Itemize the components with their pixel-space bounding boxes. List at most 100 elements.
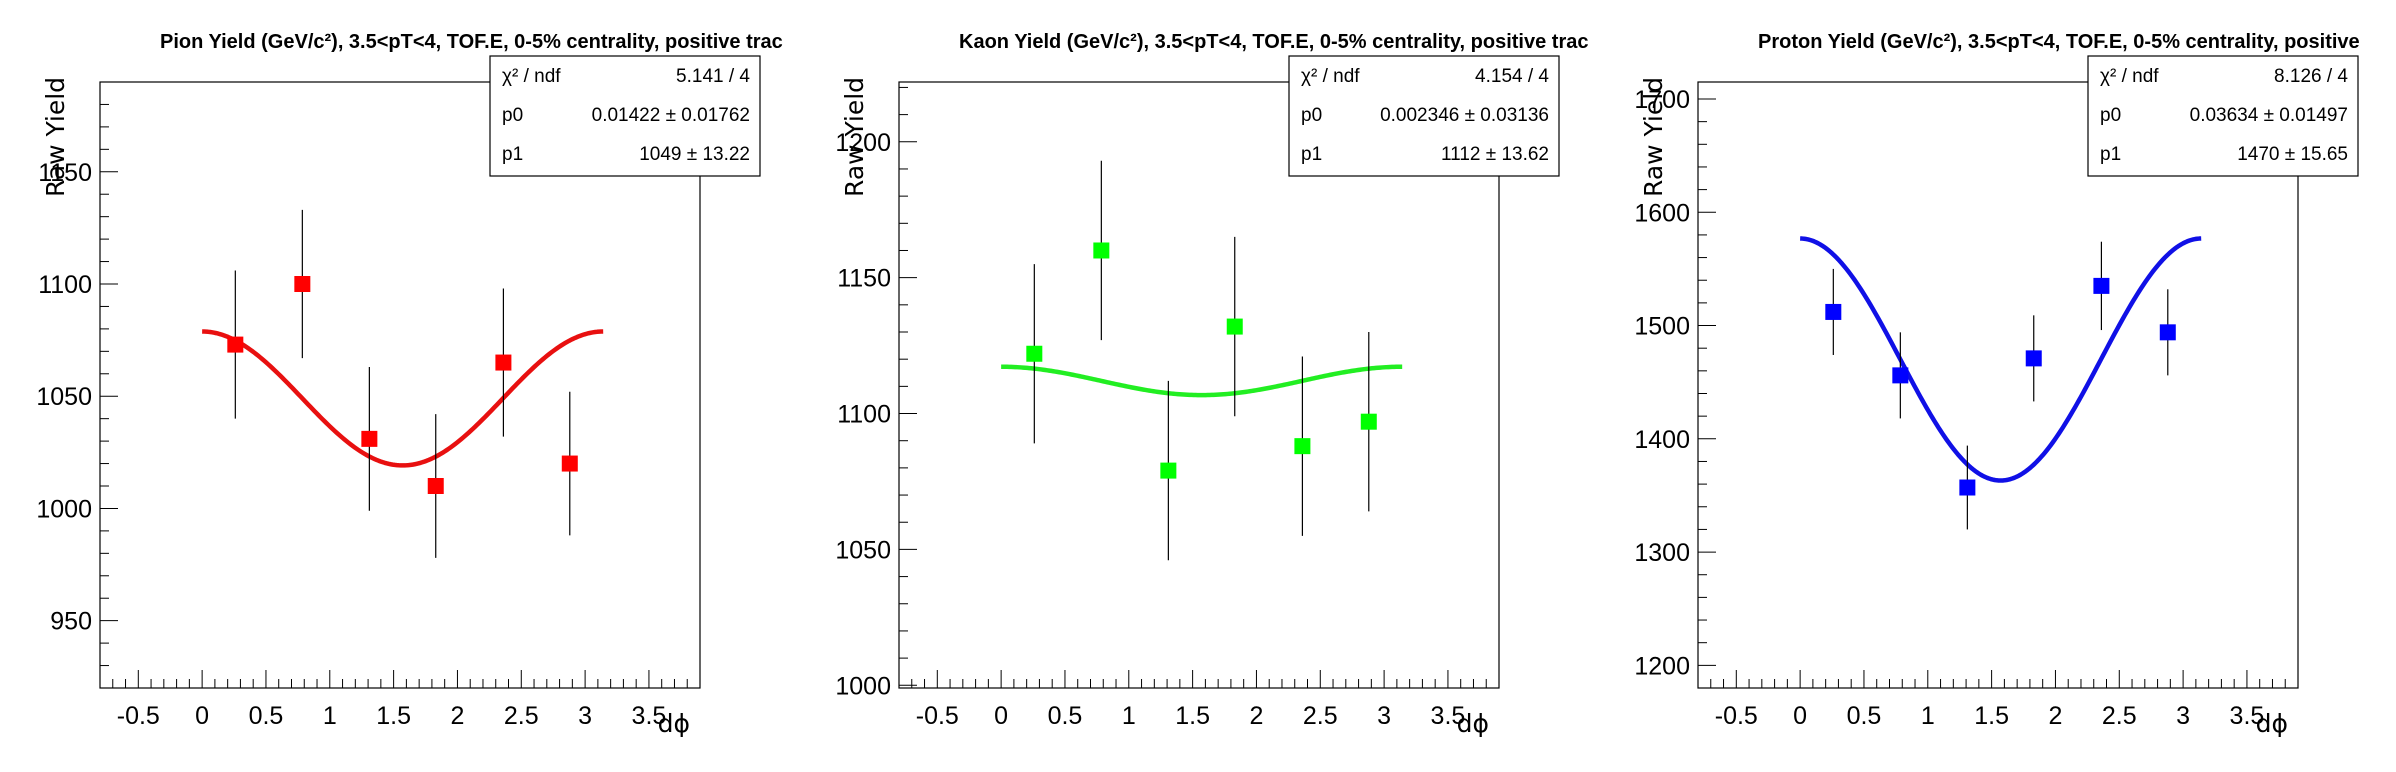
pion-y-tick-label: 950 [50, 608, 92, 636]
kaon-chart-title: Kaon Yield (GeV/c²), 3.5<pT<4, TOF.E, 0-… [959, 31, 1588, 53]
pion-data-point [294, 276, 311, 292]
proton-stats-label: p0 [2100, 105, 2121, 126]
kaon-yield-chart: Kaon Yield (GeV/c²), 3.5<pT<4, TOF.E, 0-… [835, 31, 1588, 738]
pion-x-tick-label: 2 [450, 702, 464, 730]
kaon-data-point [1294, 438, 1311, 455]
proton-stats-value: 1470 ± 15.65 [2237, 144, 2348, 165]
pion-stats-box [489, 55, 761, 177]
proton-y-axis-title: Raw Yield [1639, 77, 1668, 197]
proton-data-point [1959, 479, 1976, 496]
proton-x-tick-label: 0 [1793, 702, 1807, 730]
proton-x-tick-label: 1.5 [1974, 702, 2009, 730]
proton-x-tick-label: 3.5 [2230, 702, 2265, 730]
kaon-x-tick-label: 1 [1122, 702, 1136, 730]
pion-fit-curve [201, 329, 604, 468]
proton-yield-panel: Proton Yield (GeV/c²), 3.5<pT<4, TOF.E, … [1598, 0, 2396, 772]
pion-data-point [495, 354, 512, 371]
pion-x-tick-label: 0.5 [249, 702, 284, 730]
kaon-x-tick-label: 2.5 [1303, 702, 1338, 730]
pion-y-tick-label: 1000 [36, 495, 92, 523]
proton-x-tick-label: 2 [2048, 702, 2062, 730]
kaon-stats-label: p0 [1301, 105, 1322, 126]
kaon-data-point [1160, 462, 1177, 479]
proton-data-point [1825, 303, 1842, 320]
proton-y-tick-label: 1400 [1634, 426, 1690, 454]
proton-x-tick-label: 2.5 [2102, 702, 2137, 730]
kaon-stats-box [1288, 55, 1560, 177]
pion-stats-label: χ² / ndf [502, 66, 561, 87]
kaon-y-tick-label: 1200 [835, 129, 891, 157]
pion-stats-value: 5.141 / 4 [676, 66, 750, 87]
kaon-y-tick-label: 1150 [837, 265, 891, 293]
pion-stats-value: 0.01422 ± 0.01762 [592, 105, 750, 126]
proton-x-tick-label: 3 [2176, 702, 2190, 730]
proton-plot-frame [1697, 81, 2299, 689]
pion-x-tick-label: 1.5 [376, 702, 411, 730]
proton-y-tick-label: 1200 [1634, 652, 1690, 680]
kaon-data-point [1026, 345, 1043, 362]
kaon-y-tick-label: 1050 [835, 536, 891, 564]
proton-data-point [2025, 350, 2042, 367]
pion-data-point [561, 455, 578, 472]
pion-stats-value: 1049 ± 13.22 [639, 144, 750, 165]
kaon-x-tick-label: 2 [1249, 702, 1263, 730]
proton-data-point [2159, 324, 2176, 341]
kaon-y-axis-title: Raw Yield [840, 77, 869, 197]
kaon-fit-curve [1000, 364, 1403, 398]
kaon-stats-label: χ² / ndf [1301, 66, 1360, 87]
kaon-x-tick-label: 3.5 [1431, 702, 1466, 730]
kaon-data-point [1360, 413, 1377, 430]
kaon-x-axis-title: dϕ [1457, 709, 1489, 738]
pion-data-point [361, 430, 378, 447]
proton-x-axis-title: dϕ [2256, 709, 2288, 738]
kaon-plot-frame [898, 81, 1500, 689]
kaon-stats-value: 4.154 / 4 [1475, 66, 1549, 87]
pion-y-tick-label: 1050 [36, 383, 92, 411]
kaon-data-point [1226, 318, 1243, 335]
kaon-stats-label: p1 [1301, 144, 1322, 165]
pion-x-tick-label: 0 [195, 702, 209, 730]
pion-plot-frame [99, 81, 701, 689]
proton-y-tick-label: 1700 [1634, 86, 1690, 114]
kaon-x-tick-label: -0.5 [916, 702, 959, 730]
pion-y-axis-title: Raw Yield [41, 77, 70, 197]
proton-y-tick-label: 1300 [1634, 539, 1690, 567]
proton-stats-value: 0.03634 ± 0.01497 [2190, 105, 2348, 126]
kaon-x-tick-label: 1.5 [1175, 702, 1210, 730]
pion-data-point [427, 478, 444, 494]
proton-y-tick-label: 1600 [1634, 199, 1690, 227]
kaon-stats-value: 1112 ± 13.62 [1441, 144, 1549, 165]
pion-y-tick-label: 1150 [38, 159, 92, 187]
proton-x-tick-label: 0.5 [1847, 702, 1882, 730]
pion-x-tick-label: 3.5 [632, 702, 667, 730]
pion-x-tick-label: 3 [578, 702, 592, 730]
proton-x-tick-label: 1 [1921, 702, 1935, 730]
pion-x-axis-title: dϕ [658, 709, 690, 738]
proton-x-tick-label: -0.5 [1715, 702, 1758, 730]
proton-data-point [2093, 277, 2110, 294]
kaon-x-tick-label: 0.5 [1048, 702, 1083, 730]
proton-fit-curve [1799, 236, 2202, 483]
proton-stats-label: p1 [2100, 144, 2121, 165]
kaon-data-point [1093, 242, 1110, 259]
kaon-x-tick-label: 0 [994, 702, 1008, 730]
proton-stats-box [2087, 55, 2359, 177]
pion-x-tick-label: 2.5 [504, 702, 539, 730]
pion-data-point [227, 336, 244, 353]
pion-x-tick-label: 1 [323, 702, 337, 730]
pion-stats-label: p1 [502, 144, 523, 165]
proton-data-point [1892, 367, 1909, 384]
kaon-y-tick-label: 1100 [837, 401, 891, 429]
pion-yield-panel: Pion Yield (GeV/c²), 3.5<pT<4, TOF.E, 0-… [0, 0, 798, 772]
proton-stats-label: χ² / ndf [2100, 66, 2159, 87]
kaon-y-tick-label: 1000 [835, 672, 891, 700]
kaon-yield-panel: Kaon Yield (GeV/c²), 3.5<pT<4, TOF.E, 0-… [799, 0, 1597, 772]
pion-y-tick-label: 1100 [38, 271, 92, 299]
proton-yield-chart: Proton Yield (GeV/c²), 3.5<pT<4, TOF.E, … [1634, 31, 2360, 738]
proton-chart-title: Proton Yield (GeV/c²), 3.5<pT<4, TOF.E, … [1758, 31, 2360, 53]
pion-yield-chart: Pion Yield (GeV/c²), 3.5<pT<4, TOF.E, 0-… [36, 31, 782, 738]
pion-x-tick-label: -0.5 [117, 702, 160, 730]
pion-stats-label: p0 [502, 105, 523, 126]
proton-stats-value: 8.126 / 4 [2274, 66, 2348, 87]
kaon-x-tick-label: 3 [1377, 702, 1391, 730]
